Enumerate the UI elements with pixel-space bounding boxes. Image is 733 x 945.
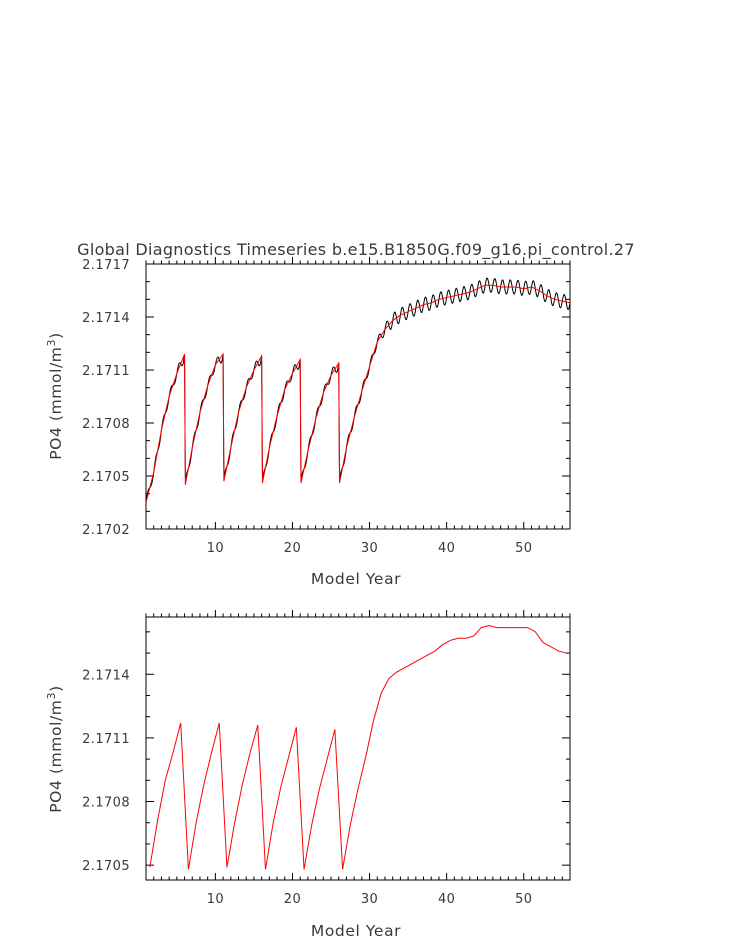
top-x-axis-label: Model Year (311, 570, 401, 588)
top-y-axis-label-superscript: 3 (45, 339, 58, 347)
top-y-tick-label: 2.1702 (82, 523, 130, 538)
bottom-y-tick-label: 2.1708 (82, 796, 130, 811)
top-y-tick-label: 2.1717 (82, 258, 130, 273)
top-x-tick-label: 10 (207, 541, 224, 556)
top-plot-frame (145, 263, 571, 530)
bottom-series-annual-mean-line (149, 624, 567, 870)
bottom-y-axis-label-main: PO4 (mmol/m (47, 699, 65, 812)
top-y-axis-label: PO4 (mmol/m3) (45, 332, 65, 460)
bottom-x-tick-label: 20 (284, 892, 301, 907)
top-x-tick-label: 40 (438, 541, 455, 556)
bottom-x-tick-label: 50 (515, 892, 532, 907)
top-series-annual-mean-line (146, 284, 570, 503)
bottom-plot-frame (145, 616, 571, 881)
bottom-plot-area: 10 20 30 40 50 2.1705 2.1708 2.1711 2.1714 (82, 610, 571, 907)
top-chart-title: Global Diagnostics Timeseries b.e15.B185… (77, 240, 635, 260)
top-y-tick-label: 2.1705 (82, 470, 130, 485)
top-y-tick-label: 2.1708 (82, 417, 130, 432)
bottom-y-axis-label-superscript: 3 (45, 692, 58, 700)
top-x-tick-label: 20 (284, 541, 301, 556)
top-y-tick-label: 2.1714 (82, 311, 130, 326)
bottom-x-tick-label: 40 (438, 892, 455, 907)
bottom-y-tick-label: 2.1705 (82, 859, 130, 874)
bottom-x-axis-label: Model Year (311, 922, 401, 940)
bottom-x-tick-label: 10 (207, 892, 224, 907)
bottom-panel: 10 20 30 40 50 2.1705 2.1708 2.1711 2.1714 Model… (45, 610, 571, 940)
top-x-tick-label: 50 (515, 541, 532, 556)
top-y-tick-label: 2.1711 (82, 364, 130, 379)
top-y-axis-label-main: PO4 (mmol/m (47, 346, 65, 459)
bottom-x-tick-label: 30 (361, 892, 378, 907)
top-panel: Global Diagnostics Timeseries b.e15.B185… (45, 240, 635, 588)
bottom-y-axis-label: PO4 (mmol/m3) (45, 685, 65, 813)
top-x-tick-label: 30 (361, 541, 378, 556)
top-plot-area: 10 20 30 40 50 2.1702 2.1705 2.1708 2.1711 2.1714… (82, 257, 571, 556)
bottom-y-tick-label: 2.1711 (82, 732, 130, 747)
top-series-monthly-line (146, 277, 570, 503)
bottom-y-tick-label: 2.1714 (82, 668, 130, 683)
top-y-axis-label-close: ) (47, 332, 65, 339)
bottom-y-axis-label-close: ) (47, 685, 65, 692)
